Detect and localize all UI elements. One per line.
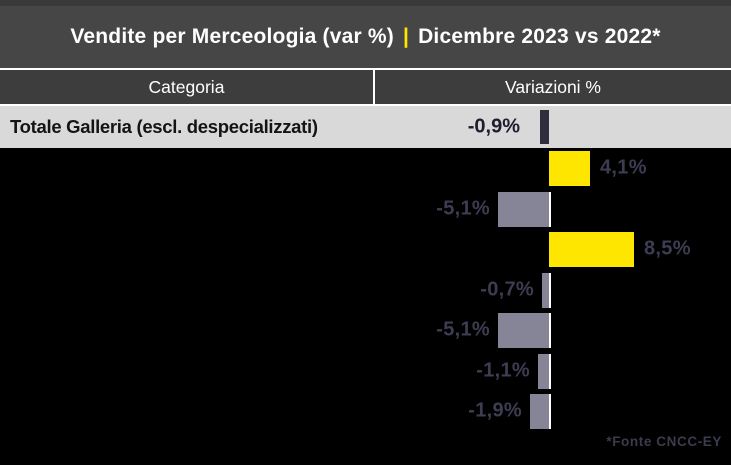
chart-row: -5,1% [0,189,731,230]
page-title: Vendite per Merceologia (var %) | Dicemb… [0,0,731,68]
total-row: Totale Galleria (escl. despecializzati) … [0,106,731,148]
negative-bar [498,191,551,227]
title-right: Dicembre 2023 vs 2022* [418,25,661,48]
bar-value-label: 8,5% [644,237,691,260]
bar-value-label: -1,1% [476,359,530,382]
total-bar [540,110,549,144]
chart-row: -0,7% [0,270,731,311]
bar-chart: 4,1% -5,1% 8,5% -0,7% -5,1% -1,1% -1,9% *Fonte… [0,148,731,465]
table-header-row: Categoria Variazioni % [0,68,731,106]
source-note: *Fonte CNCC-EY [606,434,722,449]
bar-value-label: 4,1% [600,156,647,179]
chart-row: 4,1% [0,148,731,189]
bar-value-label: -5,1% [436,318,490,341]
title-separator: | [402,25,410,48]
bar-value-label: -1,9% [468,399,522,422]
negative-bar [530,394,551,429]
negative-bar [538,353,551,389]
bar-value-label: -5,1% [436,197,490,220]
total-category-label: Totale Galleria (escl. despecializzati) [10,116,318,137]
chart-row: -5,1% [0,310,731,351]
negative-bar [498,313,551,348]
column-header-variazioni: Variazioni % [505,76,601,97]
bar-value-label: -0,7% [480,278,534,301]
column-header-categoria: Categoria [0,70,375,104]
positive-bar [549,232,634,267]
chart-row: 8,5% [0,229,731,270]
positive-bar [549,151,590,186]
chart-row: -1,1% [0,351,731,392]
chart-row: -1,9% [0,391,731,432]
negative-bar [542,272,551,308]
title-left: Vendite per Merceologia (var %) [70,25,394,48]
total-value-label: -0,9% [467,115,520,138]
